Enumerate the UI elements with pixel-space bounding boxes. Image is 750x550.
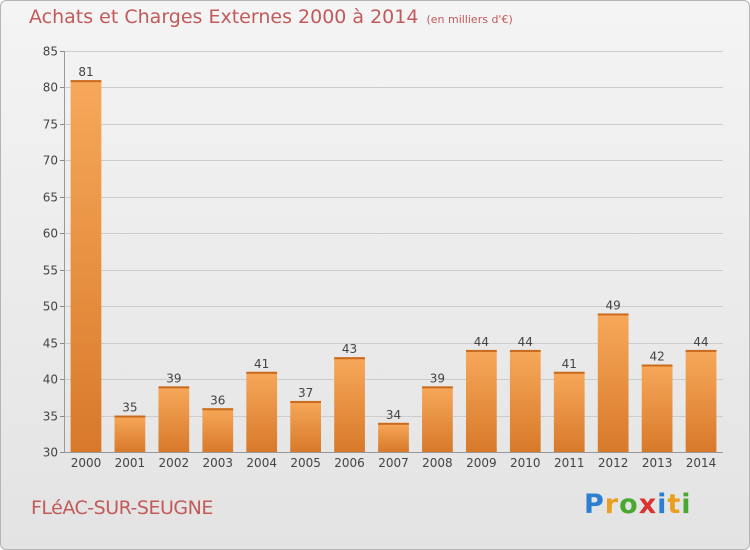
bar-top-edge: [290, 400, 322, 403]
bar: [70, 80, 102, 452]
logo-letter: r: [604, 489, 620, 520]
x-tick-label: 2010: [510, 456, 541, 470]
bar-top-edge: [641, 364, 673, 367]
bar: [597, 313, 629, 452]
value-label: 42: [649, 350, 664, 364]
x-tick-label: 2006: [334, 456, 365, 470]
value-label: 39: [166, 371, 181, 385]
bar-top-edge: [597, 313, 629, 316]
bar: [378, 422, 409, 452]
bar-top-edge: [465, 349, 497, 352]
value-labels: 81 35 39 36 41 37 43 34 39 44 44 41 49 42 44: [78, 65, 708, 422]
bar-top-edge: [246, 371, 278, 374]
y-tick-label: 55: [43, 264, 58, 278]
value-label: 34: [386, 408, 401, 422]
value-label: 44: [693, 335, 708, 349]
y-tick-label: 65: [43, 191, 58, 205]
logo-letter: P: [584, 489, 605, 520]
bar-top-edge: [202, 408, 234, 411]
logo-letter: t: [667, 489, 682, 520]
chart-unit-text: (en milliers d'€): [426, 13, 513, 26]
value-label: 41: [254, 357, 269, 371]
y-tick-label: 40: [43, 373, 58, 387]
bar-top-edge: [70, 80, 102, 83]
bar-top-edge: [334, 357, 365, 360]
x-tick-label: 2004: [246, 456, 277, 470]
x-tick-label: 2000: [71, 456, 102, 470]
x-tick-label: 2013: [642, 456, 673, 470]
x-tick-label: 2001: [115, 456, 146, 470]
y-tick-label: 50: [43, 300, 58, 314]
bar-top-edge: [509, 349, 541, 352]
bar: [422, 386, 453, 452]
logo-letter: o: [619, 489, 639, 520]
bar: [685, 349, 717, 452]
bar: [553, 371, 585, 452]
bar-top-edge: [553, 371, 585, 374]
logo-letter: i: [681, 489, 692, 520]
value-label: 49: [606, 298, 621, 312]
x-tick-label: 2003: [202, 456, 233, 470]
bar: [290, 400, 322, 452]
y-tick-label: 30: [43, 446, 58, 460]
y-tick-label: 35: [43, 410, 58, 424]
chart-title: Achats et Charges Externes 2000 à 2014 (e…: [29, 6, 513, 28]
commune-name: FLéAC-SUR-SEUGNE: [31, 497, 213, 519]
bar-top-edge: [378, 422, 409, 425]
value-label: 39: [430, 371, 445, 385]
x-tick-label: 2014: [686, 456, 717, 470]
value-label: 37: [298, 386, 313, 400]
logo-letter: i: [657, 489, 668, 520]
bar: [641, 364, 673, 452]
x-tick-label: 2012: [598, 456, 629, 470]
chart-title-text: Achats et Charges Externes 2000 à 2014: [29, 6, 419, 28]
bar: [202, 408, 234, 452]
bar: [114, 415, 146, 452]
y-tick-label: 75: [43, 118, 58, 132]
bars: [70, 80, 717, 452]
value-label: 81: [78, 65, 93, 79]
proxiti-logo: Proxiti: [584, 489, 692, 520]
value-label: 41: [562, 357, 577, 371]
y-tick-label: 80: [43, 81, 58, 95]
bar: [465, 349, 497, 452]
y-tick-label: 70: [43, 154, 58, 168]
bar: [158, 386, 190, 452]
bar: [246, 371, 278, 452]
value-label: 44: [474, 335, 489, 349]
bar: [334, 357, 365, 452]
value-label: 44: [518, 335, 533, 349]
value-label: 35: [122, 401, 137, 415]
value-label: 43: [342, 342, 357, 356]
x-tick-label: 2009: [466, 456, 497, 470]
axes: 30 35 40 45 50 55 60 65 70 75 80 85 2000 2001 2002 2003…: [43, 45, 723, 470]
x-tick-label: 2011: [554, 456, 585, 470]
bar-top-edge: [685, 349, 717, 352]
y-tick-label: 60: [43, 227, 58, 241]
logo-letter: x: [638, 489, 658, 520]
x-tick-label: 2005: [290, 456, 321, 470]
y-tick-label: 85: [43, 45, 58, 59]
y-tick-label: 45: [43, 337, 58, 351]
x-tick-label: 2002: [159, 456, 190, 470]
x-tick-label: 2007: [378, 456, 409, 470]
bar-top-edge: [158, 386, 190, 389]
bar: [509, 349, 541, 452]
value-label: 36: [210, 393, 225, 407]
x-tick-label: 2008: [422, 456, 453, 470]
bar-top-edge: [114, 415, 146, 418]
bar-top-edge: [422, 386, 453, 389]
